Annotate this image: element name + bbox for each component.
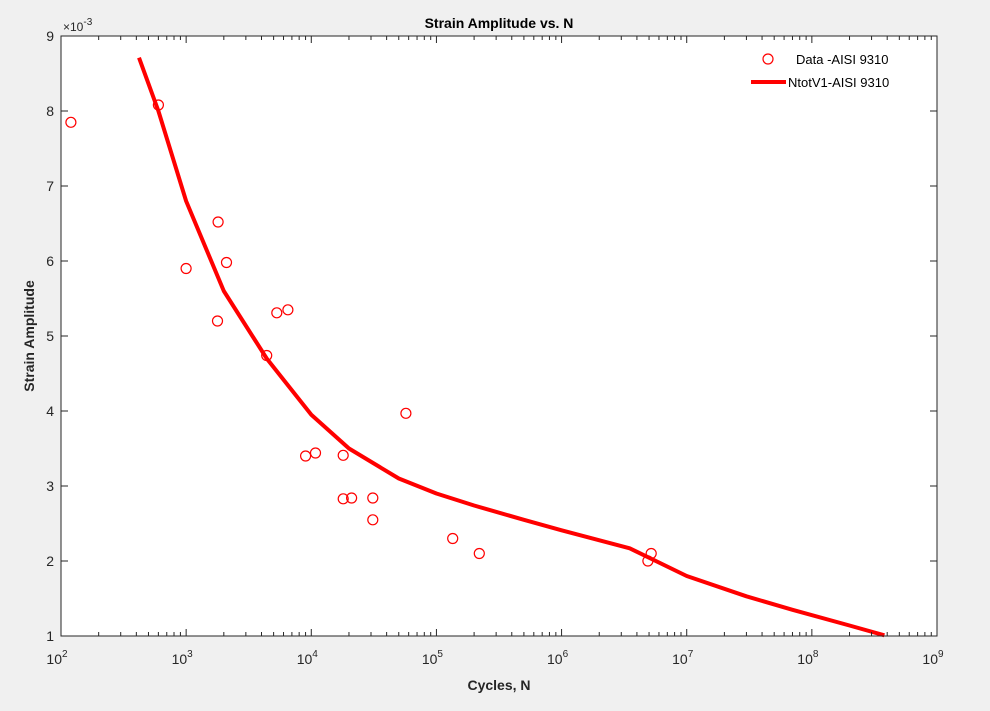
data-point <box>337 449 349 461</box>
x-tick-label: 103 <box>172 649 194 667</box>
legend: Data -AISI 9310 NtotV1-AISI 9310 <box>748 47 924 95</box>
legend-label-data: Data -AISI 9310 <box>796 52 889 67</box>
y-exponent-base: ×10 <box>63 20 84 34</box>
plot-area <box>61 36 937 636</box>
x-tick-exponent: 7 <box>688 649 694 660</box>
y-tick-label: 6 <box>46 253 54 269</box>
legend-marker-data <box>762 53 774 65</box>
x-tick-base: 10 <box>797 651 813 667</box>
x-tick-exponent: 9 <box>938 649 944 660</box>
data-point <box>400 407 412 419</box>
x-tick-label: 107 <box>672 649 694 667</box>
x-axis-label: Cycles, N <box>467 677 530 693</box>
data-point <box>211 315 224 327</box>
x-tick-base: 10 <box>922 651 938 667</box>
y-tick-label: 2 <box>46 553 54 569</box>
x-tick-exponent: 4 <box>312 649 318 660</box>
chart-title: Strain Amplitude vs. N <box>425 15 574 31</box>
data-point <box>367 514 379 526</box>
y-tick-label: 4 <box>46 403 54 419</box>
legend-label-model: NtotV1-AISI 9310 <box>788 75 889 90</box>
data-point <box>220 256 233 269</box>
x-tick-base: 10 <box>672 651 688 667</box>
plot-border <box>60 35 938 637</box>
x-tick-base: 10 <box>422 651 438 667</box>
data-point <box>212 216 224 228</box>
x-tick-exponent: 2 <box>62 649 68 660</box>
x-tick-label: 102 <box>46 649 68 667</box>
y-tick-label: 7 <box>46 178 54 194</box>
data-point <box>367 492 379 504</box>
data-point <box>180 262 192 275</box>
x-tick-base: 10 <box>172 651 188 667</box>
data-point <box>271 307 283 319</box>
data-point <box>65 116 77 128</box>
y-exponent-value: -3 <box>83 17 92 28</box>
x-tick-label: 105 <box>422 649 444 667</box>
x-tick-exponent: 3 <box>187 649 193 660</box>
y-tick-label: 3 <box>46 478 54 494</box>
y-tick-label: 8 <box>46 103 54 119</box>
data-point <box>337 493 349 505</box>
y-tick-label: 1 <box>46 628 54 644</box>
x-tick-label: 109 <box>922 649 944 667</box>
data-point <box>473 547 485 560</box>
y-tick-label: 9 <box>46 28 54 44</box>
y-axis-label: Strain Amplitude <box>21 280 37 392</box>
data-point <box>282 304 294 316</box>
data-point <box>346 492 358 504</box>
x-tick-exponent: 8 <box>813 649 819 660</box>
data-point <box>300 450 312 462</box>
data-point <box>447 532 459 545</box>
data-layer <box>65 57 885 638</box>
data-point <box>309 447 322 459</box>
y-exponent-label: ×10-3 <box>63 17 93 34</box>
y-tick-label: 5 <box>46 328 54 344</box>
model-curve <box>137 57 885 638</box>
x-tick-base: 10 <box>297 651 313 667</box>
x-tick-label: 106 <box>547 649 569 667</box>
x-tick-base: 10 <box>547 651 563 667</box>
legend-box <box>748 47 924 95</box>
x-tick-label: 108 <box>797 649 819 667</box>
x-tick-exponent: 6 <box>563 649 569 660</box>
x-tick-label: 104 <box>297 649 319 667</box>
x-tick-exponent: 5 <box>437 649 443 660</box>
x-tick-base: 10 <box>46 651 62 667</box>
